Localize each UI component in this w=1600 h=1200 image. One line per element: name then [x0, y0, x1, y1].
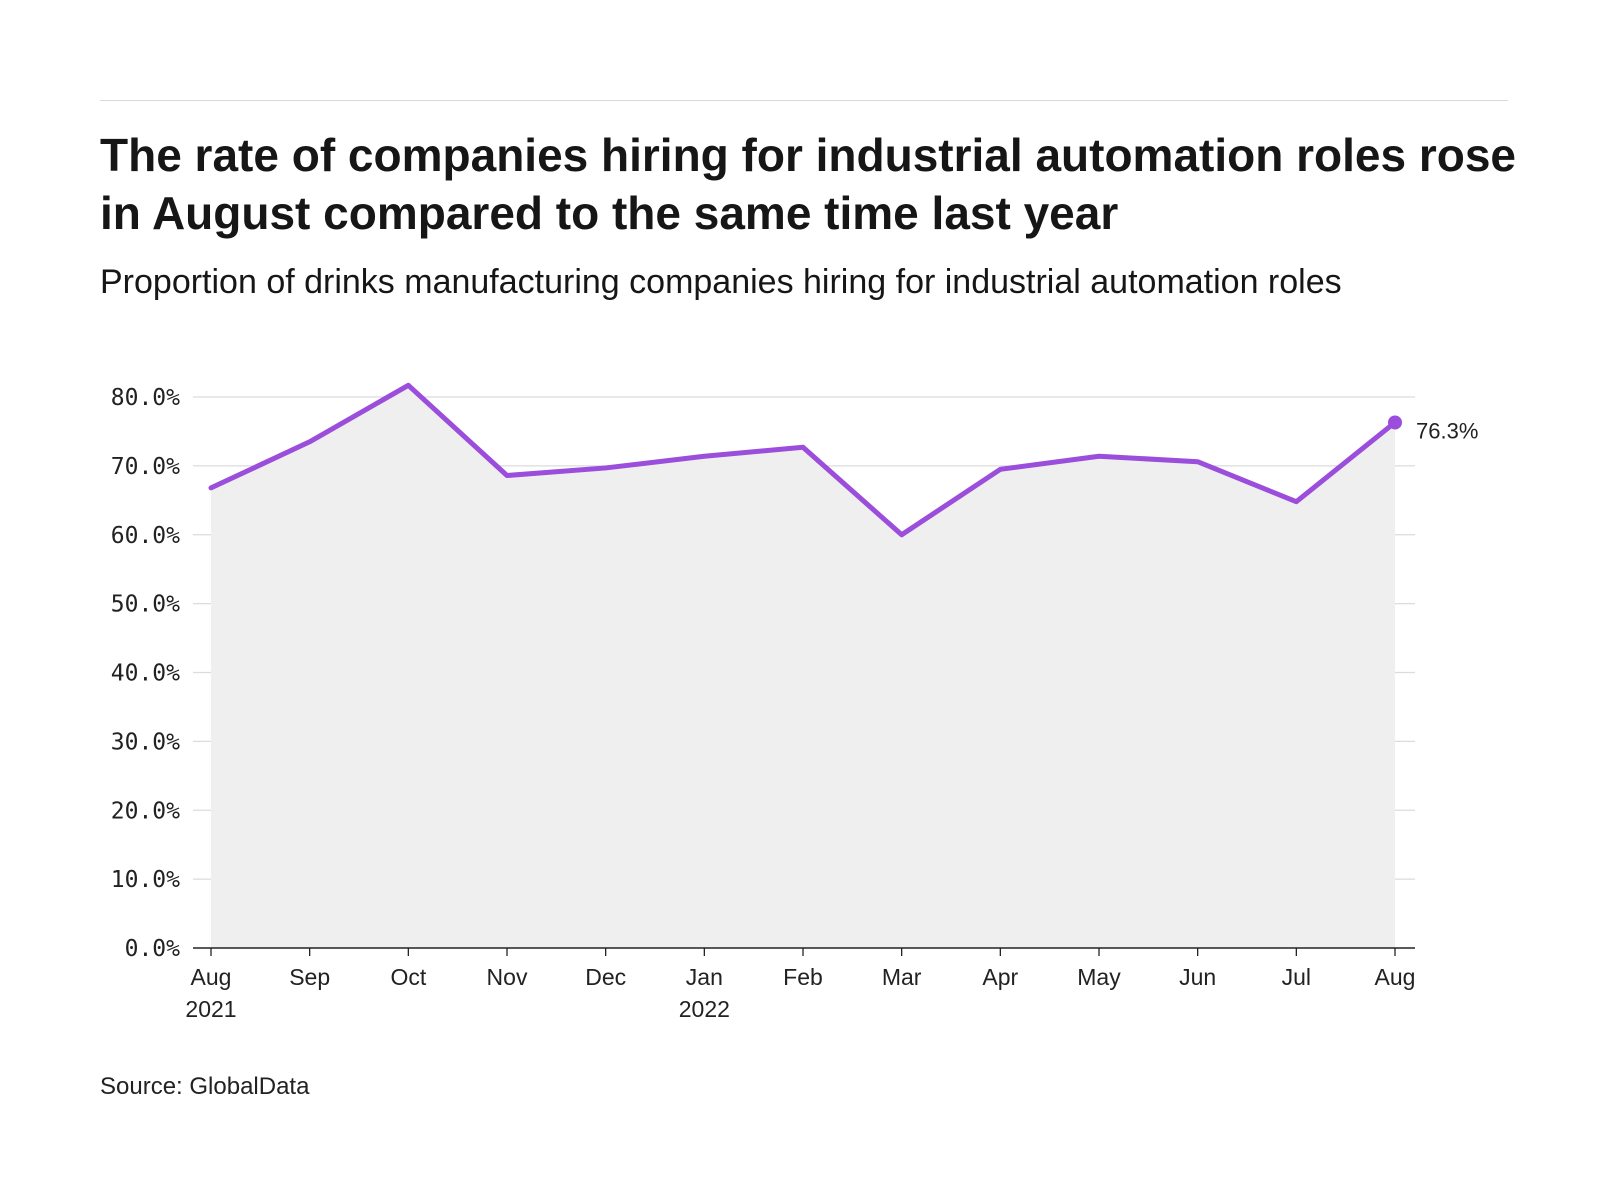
y-tick-label: 70.0% [111, 454, 180, 480]
y-tick-label: 20.0% [111, 798, 180, 824]
y-tick-labels: 0.0% 10.0% 20.0% 30.0% 40.0% 50.0% 60.0% 70.0% 8… [111, 385, 180, 962]
x-tick-label: May [1077, 964, 1121, 990]
source-note: Source: GlobalData [100, 1073, 310, 1100]
x-tick-label: Mar [882, 964, 922, 990]
series-line [208, 382, 1398, 538]
y-tick-label: 10.0% [111, 867, 180, 893]
x-tick-label: Aug [191, 964, 232, 990]
area-fill [211, 385, 1395, 948]
end-value-label: 76.3% [1416, 418, 1478, 443]
y-tick-label: 30.0% [111, 729, 180, 755]
x-tick-label: Dec [585, 964, 626, 990]
x-tick-label: Jan [686, 964, 723, 990]
x-tick-label: Jun [1179, 964, 1216, 990]
y-tick-label: 60.0% [111, 523, 180, 549]
x-tick-label: Apr [982, 964, 1018, 990]
y-tick-label: 50.0% [111, 592, 180, 618]
y-tick-label: 80.0% [111, 385, 180, 411]
data-points [1388, 415, 1402, 430]
x-tick-label: Jul [1282, 964, 1311, 990]
x-tick-label: Aug [1375, 964, 1416, 990]
x-tick-label: Feb [783, 964, 823, 990]
chart-subtitle: Proportion of drinks manufacturing compa… [100, 263, 1342, 301]
end-data-point [1388, 415, 1402, 430]
x-tick-label: 2022 [679, 996, 730, 1022]
y-tick-label: 40.0% [111, 661, 180, 687]
chart-title: The rate of companies hiring for industr… [100, 129, 1517, 239]
x-tick-label: Oct [390, 964, 426, 990]
x-tick-label: Sep [289, 964, 330, 990]
top-divider [100, 100, 1508, 101]
x-tick-label: Nov [487, 964, 528, 990]
x-tick-labels: Aug 2021 Sep Oct Nov Dec Jan 2022 Feb Mar Apr May Ju… [185, 948, 1415, 1022]
x-tick-label: 2021 [185, 996, 236, 1022]
y-tick-label: 0.0% [125, 936, 181, 962]
